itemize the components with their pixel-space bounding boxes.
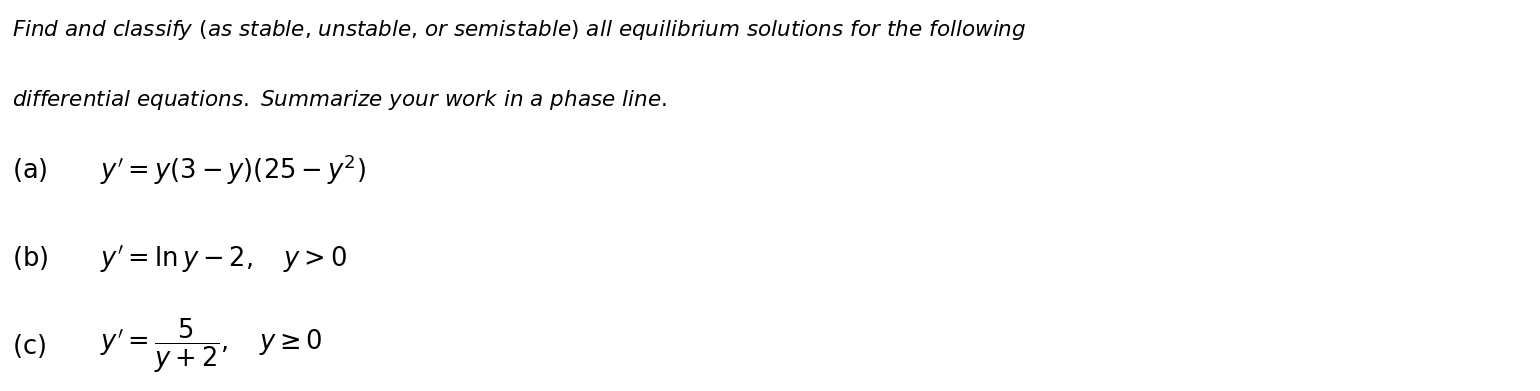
Text: $\mathrm{(a)}$: $\mathrm{(a)}$	[12, 156, 48, 184]
Text: $\mathit{Find\ and\ classify\ \left(as\ stable{,}\ unstable{,}\ or\ semistable\r: $\mathit{Find\ and\ classify\ \left(as\ …	[12, 18, 1027, 41]
Text: $y' = \dfrac{5}{y + 2}, \quad y \geq 0$: $y' = \dfrac{5}{y + 2}, \quad y \geq 0$	[100, 317, 323, 375]
Text: $y' = y(3 - y)(25 - y^{2})$: $y' = y(3 - y)(25 - y^{2})$	[100, 153, 367, 187]
Text: $\mathrm{(c)}$: $\mathrm{(c)}$	[12, 332, 46, 360]
Text: $\mathrm{(b)}$: $\mathrm{(b)}$	[12, 244, 49, 272]
Text: $y' = \ln y - 2, \quad y > 0$: $y' = \ln y - 2, \quad y > 0$	[100, 242, 348, 274]
Text: $\mathit{differential\ equations{.}\ Summarize\ your\ work\ in\ a\ phase\ line{.: $\mathit{differential\ equations{.}\ Sum…	[12, 88, 667, 112]
